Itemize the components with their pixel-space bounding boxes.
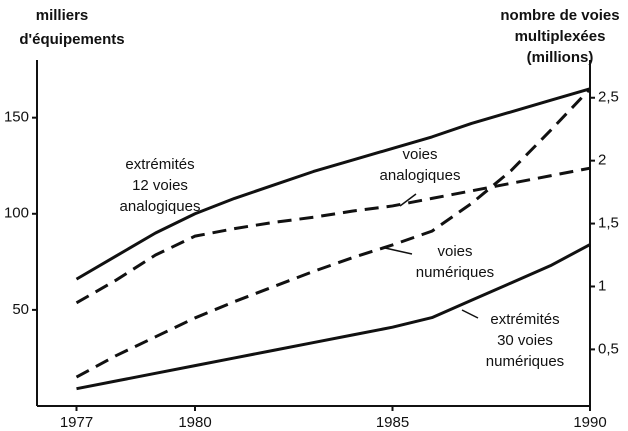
y2-tick-label: 1 [598, 277, 606, 294]
x-tick-label: 1977 [60, 414, 93, 431]
y2-axis-title: nombre de voies [500, 7, 619, 24]
series-label: numériques [416, 264, 494, 281]
y2-axis-title: (millions) [527, 49, 594, 66]
leader-line [384, 247, 413, 255]
x-tick-label: 1990 [573, 414, 606, 431]
series-label: numériques [486, 353, 564, 370]
series-label: extrémités [490, 311, 559, 328]
series-label: voies [437, 243, 472, 260]
leader-line [461, 309, 479, 319]
y-tick-label: 50 [12, 301, 29, 318]
y2-tick-label: 1,5 [598, 215, 619, 232]
x-tick-label: 1985 [376, 414, 409, 431]
series-line [75, 87, 592, 379]
series-line [76, 243, 591, 391]
y2-tick-label: 0,5 [598, 340, 619, 357]
leader-line [399, 193, 417, 207]
y2-axis-title: multiplexées [515, 28, 606, 45]
y-axis-title: milliers [36, 7, 89, 24]
series-label: analogiques [380, 167, 461, 184]
y-axis-title: d'équipements [19, 31, 124, 48]
y-tick-label: 150 [4, 109, 29, 126]
y2-tick-label: 2 [598, 152, 606, 169]
y-tick-label: 100 [4, 205, 29, 222]
series-label: 30 voies [497, 332, 553, 349]
series-label: extrémités [125, 156, 194, 173]
series-label: analogiques [120, 198, 201, 215]
series-line [75, 166, 591, 305]
x-tick-label: 1980 [178, 414, 211, 431]
series-label: voies [402, 146, 437, 163]
series-line [75, 87, 591, 281]
series-label: 12 voies [132, 177, 188, 194]
y2-tick-label: 2,5 [598, 89, 619, 106]
